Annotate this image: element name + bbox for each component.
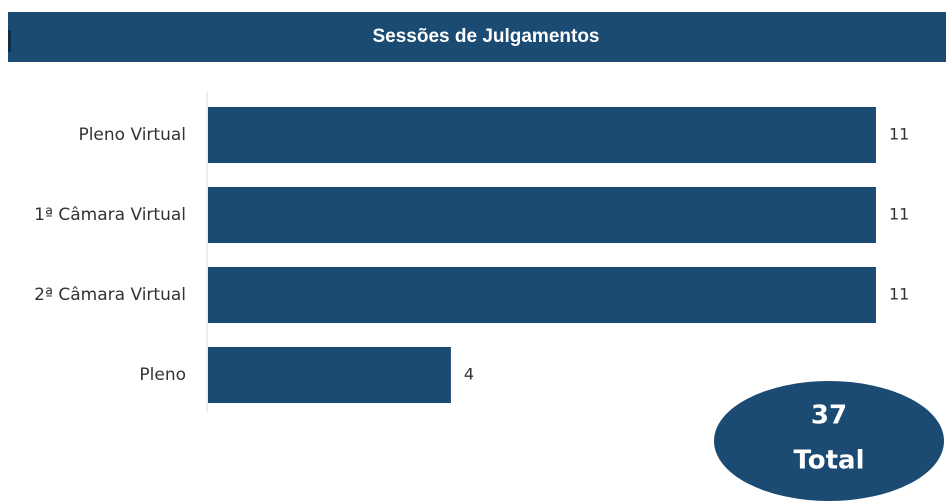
bar bbox=[208, 187, 876, 243]
category-label: 1ª Câmara Virtual bbox=[34, 205, 186, 225]
value-label: 11 bbox=[889, 125, 909, 144]
total-label: Total bbox=[793, 446, 864, 476]
banner-accent bbox=[8, 30, 11, 52]
category-label: 2ª Câmara Virtual bbox=[34, 285, 186, 305]
value-label: 11 bbox=[889, 285, 909, 304]
bar bbox=[208, 347, 451, 403]
title-banner bbox=[8, 12, 946, 62]
total-value: 37 bbox=[811, 401, 847, 431]
bar bbox=[208, 107, 876, 163]
bar bbox=[208, 267, 876, 323]
total-badge bbox=[714, 381, 944, 501]
value-label: 11 bbox=[889, 205, 909, 224]
value-label: 4 bbox=[464, 365, 474, 384]
category-label: Pleno Virtual bbox=[78, 125, 186, 145]
chart-title: Sessões de Julgamentos bbox=[372, 26, 599, 47]
category-label: Pleno bbox=[139, 365, 186, 385]
